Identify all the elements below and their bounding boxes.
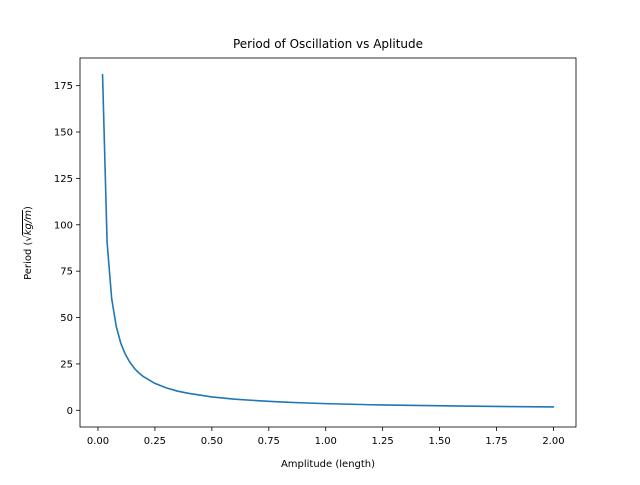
y-tick-label: 175 [54,81,73,92]
y-axis-label-suffix: ) [23,206,34,210]
x-tick-label: 1.50 [428,436,450,447]
y-tick-label: 150 [54,128,73,139]
x-axis-label: Amplitude (length) [281,459,375,470]
y-axis: 0 25 50 75 100 125 150 175 [54,81,80,417]
x-tick-label: 1.00 [315,436,337,447]
x-tick-label: 0.50 [201,436,223,447]
y-axis-label: Period (√kg/m) [23,206,34,280]
y-axis-label-prefix: Period ( [23,242,34,280]
y-tick-label: 0 [67,406,73,417]
x-tick-label: 1.75 [485,436,507,447]
x-axis: 0.00 0.25 0.50 0.75 1.00 1.25 1.50 1.75 2.00 [87,427,565,447]
y-tick-label: 75 [60,267,73,278]
axes-frame [79,57,577,428]
x-tick-label: 0.75 [258,436,280,447]
series-line [101,73,555,408]
y-axis-label-radical: √ [23,235,34,242]
y-tick-label: 125 [54,174,73,185]
y-tick-label: 50 [60,313,73,324]
x-tick-label: 0.00 [87,436,109,447]
x-tick-label: 1.25 [372,436,394,447]
chart-title: Period of Oscillation vs Aplitude [233,37,423,51]
x-tick-label: 0.25 [144,436,166,447]
y-tick-label: 25 [60,359,73,370]
plot-area [79,57,577,428]
y-axis-label-radicand: kg/m [23,210,34,236]
x-tick-label: 2.00 [542,436,564,447]
y-tick-label: 100 [54,220,73,231]
